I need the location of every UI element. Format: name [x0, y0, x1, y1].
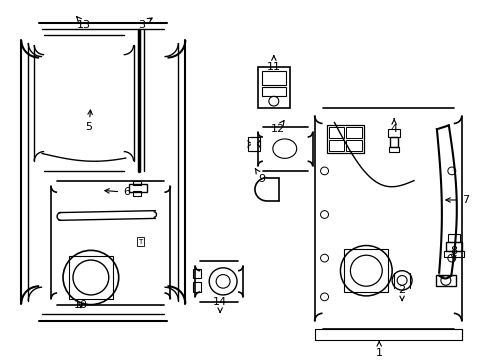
Text: 13: 13 [77, 17, 91, 30]
Bar [388, 147, 398, 152]
Bar [262, 87, 285, 96]
Bar [262, 71, 285, 85]
Text: 1: 1 [375, 342, 382, 358]
Bar [346, 127, 362, 138]
Bar [443, 251, 463, 257]
Text: 10: 10 [74, 300, 88, 310]
Bar [328, 127, 344, 138]
Bar [445, 242, 461, 251]
Bar [128, 184, 146, 192]
Bar [435, 275, 455, 286]
Bar [193, 282, 201, 292]
Bar [247, 137, 260, 150]
Text: 4: 4 [390, 119, 397, 134]
Bar [326, 125, 364, 153]
Text: 6: 6 [104, 187, 130, 197]
Text: 14: 14 [213, 297, 227, 312]
Bar [328, 140, 344, 150]
Bar [387, 129, 399, 137]
Text: T: T [138, 239, 142, 245]
Bar [257, 67, 289, 108]
Text: 2: 2 [398, 285, 405, 301]
Text: 11: 11 [266, 56, 280, 72]
Bar [346, 140, 362, 150]
Bar [132, 191, 141, 196]
Bar [69, 256, 113, 299]
Bar [344, 249, 387, 292]
Text: 3: 3 [138, 18, 152, 30]
Bar [193, 269, 201, 279]
Text: 8: 8 [449, 246, 456, 260]
Text: 9: 9 [255, 168, 265, 184]
Text: 5: 5 [85, 110, 92, 132]
Bar [447, 234, 459, 242]
Text: 12: 12 [270, 121, 285, 134]
Text: 7: 7 [445, 195, 468, 205]
Bar [389, 137, 397, 147]
Bar [132, 181, 141, 185]
